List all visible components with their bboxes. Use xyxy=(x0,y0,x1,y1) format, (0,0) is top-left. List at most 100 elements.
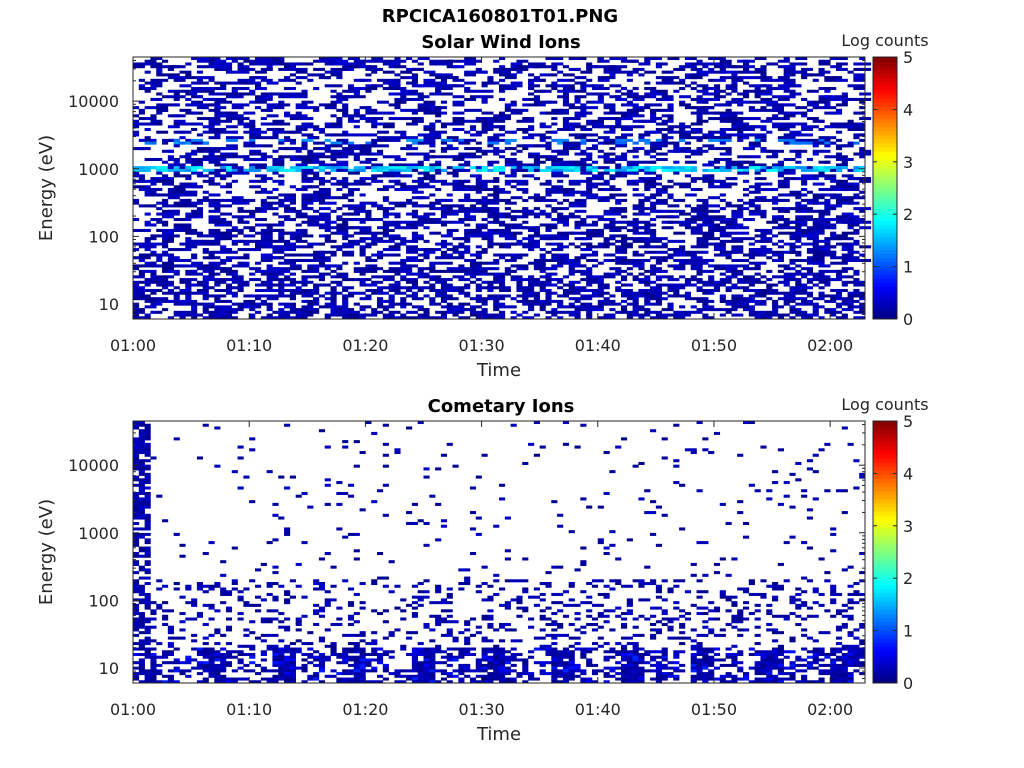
heat-cell xyxy=(440,76,448,80)
heat-cell xyxy=(841,185,848,189)
heat-cell xyxy=(481,223,488,227)
heat-cell xyxy=(295,103,302,107)
heat-cell xyxy=(220,280,227,284)
heat-cell xyxy=(499,89,506,93)
heat-cell xyxy=(568,288,575,293)
heat-cell xyxy=(818,138,825,142)
heat-cell xyxy=(777,127,784,131)
heat-cell xyxy=(440,198,453,202)
heat-cell xyxy=(650,144,662,148)
heat-cell xyxy=(162,245,169,249)
heat-cell xyxy=(667,302,674,306)
heat-cell xyxy=(266,305,273,309)
heat-cell xyxy=(562,305,570,309)
heat-cell xyxy=(318,294,326,298)
heat-cell xyxy=(359,283,366,287)
heat-cell xyxy=(365,108,372,112)
heat-cell xyxy=(853,73,866,77)
heat-cell xyxy=(469,253,482,257)
heat-cell xyxy=(690,256,703,260)
heat-cell xyxy=(452,179,459,183)
heat-cell xyxy=(603,272,610,276)
heat-cell xyxy=(324,212,331,216)
heat-cell xyxy=(731,127,738,131)
heat-cell xyxy=(586,275,593,279)
heat-cell xyxy=(650,245,657,249)
heat-cell xyxy=(400,275,407,279)
heat-cell xyxy=(719,127,732,131)
heat-cell xyxy=(754,87,761,91)
heat-cell xyxy=(551,272,558,276)
heat-cell xyxy=(266,108,273,112)
heat-cell xyxy=(835,201,843,205)
heat-cell xyxy=(411,258,418,262)
heat-cell xyxy=(551,67,558,71)
heat-cell xyxy=(499,125,506,129)
heat-cell xyxy=(185,204,198,208)
heat-cell xyxy=(260,258,273,262)
heat-cell xyxy=(162,278,169,282)
heat-cell xyxy=(713,136,726,140)
heat-cell xyxy=(562,193,575,197)
heat-cell xyxy=(533,297,540,301)
heat-cell xyxy=(621,245,628,249)
heat-cell xyxy=(173,174,180,178)
heat-cell xyxy=(650,130,662,134)
heat-cell xyxy=(841,188,848,192)
heat-cell xyxy=(777,223,784,227)
heat-cell xyxy=(748,100,755,104)
heat-cell xyxy=(452,188,465,192)
heat-cell xyxy=(795,297,802,301)
heat-cell xyxy=(458,269,471,273)
heat-cell xyxy=(452,250,459,254)
heat-cell xyxy=(487,215,500,219)
heat-cell xyxy=(586,67,593,71)
heat-cell xyxy=(353,111,360,115)
heat-cell xyxy=(545,215,552,219)
heat-cell xyxy=(313,59,320,63)
heat-cell xyxy=(336,228,349,232)
heat-cell xyxy=(830,65,837,69)
heat-cell xyxy=(533,177,540,181)
heat-cell xyxy=(777,97,790,101)
heat-cell xyxy=(650,119,657,123)
heat-cell xyxy=(818,239,831,243)
heat-cell xyxy=(208,220,215,224)
heat-cell xyxy=(429,149,436,153)
heat-cell xyxy=(835,108,843,112)
heat-cell xyxy=(591,250,599,254)
heat-cell xyxy=(138,84,145,88)
heat-cell xyxy=(522,245,535,249)
heat-cell xyxy=(673,166,680,170)
heat-cell xyxy=(557,95,570,99)
heat-cell xyxy=(342,313,349,317)
heat-cell xyxy=(249,248,262,252)
heat-cell xyxy=(522,220,529,224)
heat-cell xyxy=(777,264,784,268)
heat-cell xyxy=(591,144,599,148)
heat-cell xyxy=(824,220,831,224)
heat-cell xyxy=(231,226,238,230)
heat-cell xyxy=(411,215,418,219)
heat-cell xyxy=(330,294,337,298)
heat-cell xyxy=(719,70,732,74)
heat-cell xyxy=(353,62,366,66)
heat-cell xyxy=(830,245,837,249)
heat-cell xyxy=(133,106,140,110)
heat-cell xyxy=(347,294,355,298)
heat-cell xyxy=(475,209,482,213)
heat-cell xyxy=(411,239,418,243)
heat-cell xyxy=(597,302,604,306)
heat-cell xyxy=(249,305,256,309)
heat-cell xyxy=(371,122,384,126)
heat-cell xyxy=(655,297,662,301)
heat-cell xyxy=(806,209,814,213)
heat-cell xyxy=(150,218,163,222)
heat-cell xyxy=(220,185,227,189)
heat-cell xyxy=(493,168,506,172)
heat-cell xyxy=(626,223,639,227)
heat-cell xyxy=(626,283,633,287)
heat-cell xyxy=(655,299,662,303)
heat-cell xyxy=(301,228,308,232)
heat-cell xyxy=(795,258,802,262)
